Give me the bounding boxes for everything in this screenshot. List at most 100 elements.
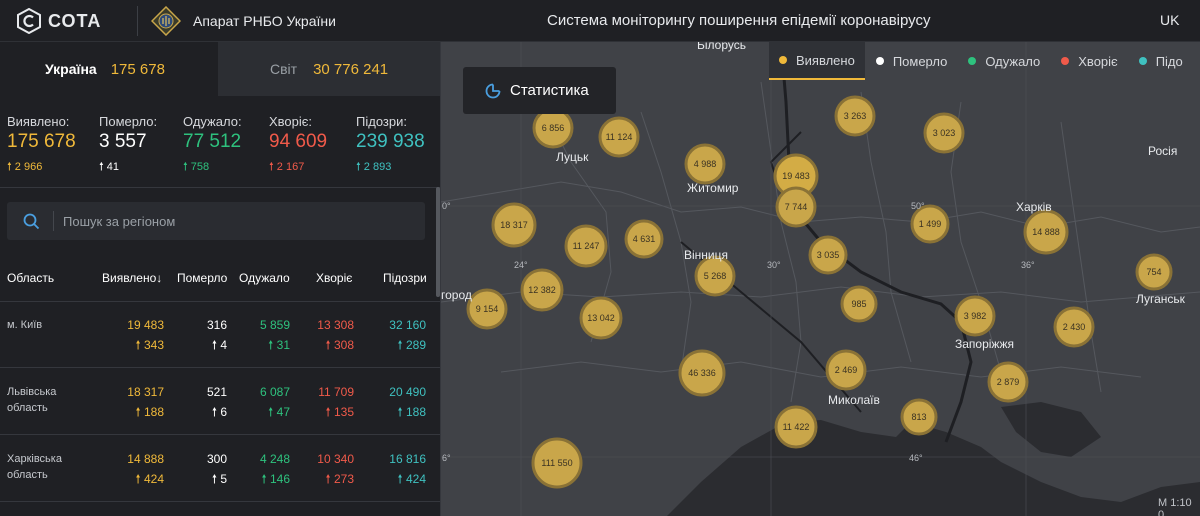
col-suspected[interactable]: Підозри: [383, 271, 427, 285]
col-recovered[interactable]: Одужало: [239, 271, 290, 285]
row-sick-delta: 🠕 135: [325, 405, 354, 419]
cluster-marker[interactable]: 11 124: [598, 116, 640, 158]
tab-ukraine-label: Україна: [45, 61, 97, 77]
cluster-count: 11 422: [783, 422, 810, 432]
cluster-marker[interactable]: 4 988: [684, 143, 726, 185]
black-sea: [661, 420, 1200, 516]
delta-value: 6: [220, 405, 227, 419]
row-sick-delta: 🠕 273: [325, 472, 354, 486]
cluster-marker[interactable]: 2 430: [1053, 306, 1095, 348]
cluster-marker[interactable]: 813: [900, 398, 938, 436]
search-input[interactable]: [63, 210, 413, 232]
search-icon: [23, 213, 40, 230]
cluster-marker[interactable]: 7 744: [775, 186, 817, 228]
col-died[interactable]: Померло: [177, 271, 228, 285]
cluster-marker[interactable]: 2 879: [987, 361, 1029, 403]
cluster-count: 985: [851, 299, 866, 309]
sort-down-icon: ↓: [156, 271, 163, 285]
header-divider: [137, 6, 138, 36]
cluster-count: 111 550: [541, 458, 572, 468]
map-scale: M 1:10 0: [1158, 497, 1192, 516]
stat-delta: 🠕 2 167: [269, 158, 327, 177]
row-recovered: 5 859: [259, 318, 290, 332]
table-header: Область Виявлено↓ Померло Одужало Хворіє…: [0, 254, 440, 302]
city-label: Росія: [1148, 144, 1178, 158]
cluster-marker[interactable]: 13 042: [579, 296, 623, 340]
cluster-marker[interactable]: 12 382: [520, 268, 564, 312]
cluster-count: 5 268: [704, 271, 727, 281]
table-row[interactable]: Львівська область 18 317 🠕 188 521 🠕 6 6…: [0, 369, 440, 435]
cluster-marker[interactable]: 5 268: [694, 255, 736, 297]
cluster-count: 18 317: [500, 220, 528, 230]
cluster-marker[interactable]: 3 035: [808, 235, 848, 275]
legend-died[interactable]: Померло: [866, 42, 958, 80]
row-sick: 13 308: [317, 318, 354, 332]
row-died: 316: [206, 318, 227, 332]
org-link[interactable]: Апарат РНБО України: [151, 6, 336, 36]
col-detected[interactable]: Виявлено↓: [102, 271, 162, 285]
stat-delta-value: 41: [106, 161, 120, 173]
cluster-count: 46 336: [688, 368, 716, 378]
cluster-count: 19 483: [782, 171, 810, 181]
cluster-marker[interactable]: 14 888: [1023, 209, 1069, 255]
cluster-marker[interactable]: 6 856: [532, 107, 574, 149]
tab-world-value: 30 776 241: [313, 60, 389, 78]
legend-detected[interactable]: Виявлено: [769, 42, 865, 80]
row-suspected-delta: 🠕 424: [397, 472, 426, 486]
delta-value: 273: [333, 472, 354, 486]
cluster-count: 3 982: [964, 311, 987, 321]
map-view[interactable]: 6 856 11 124 3 263 3 023 4 988 19 483 7 …: [441, 42, 1200, 516]
stat-value: 77 512: [183, 131, 242, 152]
tab-ukraine[interactable]: Україна 175 678: [0, 42, 218, 96]
cluster-marker[interactable]: 2 469: [825, 349, 867, 391]
delta-value: 308: [333, 338, 354, 352]
app-logo[interactable]: СОТА: [16, 7, 101, 35]
stat-delta: 🠕 2 966: [7, 158, 76, 177]
legend-dot: [875, 57, 884, 65]
legend-dot: [779, 56, 787, 64]
cluster-marker[interactable]: 11 247: [564, 224, 608, 268]
cluster-marker[interactable]: 18 317: [491, 202, 537, 248]
col-sick[interactable]: Хворіє: [316, 271, 353, 285]
row-detected-delta: 🠕 188: [135, 405, 164, 419]
legend-recovered[interactable]: Одужало: [958, 42, 1050, 80]
cluster-marker[interactable]: 9 154: [466, 288, 508, 330]
sidebar-scrollbar[interactable]: [436, 187, 440, 297]
cluster-marker[interactable]: 754: [1135, 253, 1173, 291]
cluster-count: 12 382: [528, 285, 556, 295]
stat-delta-value: 2 167: [276, 161, 305, 173]
org-name: Апарат РНБО України: [193, 13, 336, 29]
rnbo-emblem-icon: [151, 6, 181, 36]
cluster-marker[interactable]: 4 631: [624, 219, 664, 259]
col-detected-label: Виявлено: [102, 271, 157, 285]
map-canvas[interactable]: 6 856 11 124 3 263 3 023 4 988 19 483 7 …: [441, 42, 1200, 516]
cluster-marker[interactable]: 111 550: [531, 437, 583, 489]
legend-label: Одужало: [985, 53, 1041, 69]
delta-value: 343: [143, 338, 164, 352]
pie-chart-icon: [485, 83, 501, 98]
stat-label: Одужало:: [183, 114, 242, 129]
cluster-marker[interactable]: 1 499: [910, 204, 950, 244]
tab-world[interactable]: Світ 30 776 241: [218, 42, 440, 96]
legend-suspected[interactable]: Підо: [1129, 42, 1193, 80]
cluster-marker[interactable]: 3 982: [954, 295, 996, 337]
row-suspected: 32 160: [389, 318, 426, 332]
table-row[interactable]: м. Київ 19 483 🠕 343 316 🠕 4 5 859 🠕 31 …: [0, 302, 440, 368]
cluster-marker[interactable]: 3 263: [834, 95, 876, 137]
legend-label: Померло: [892, 53, 948, 69]
cluster-marker[interactable]: 46 336: [678, 349, 726, 397]
language-switch[interactable]: UK: [1160, 12, 1180, 28]
row-sick: 11 709: [318, 385, 354, 399]
col-region[interactable]: Область: [7, 271, 55, 285]
table-row[interactable]: Харківська область 14 888 🠕 424 300 🠕 5 …: [0, 436, 440, 502]
row-died: 300: [206, 452, 227, 466]
graticule-label: 36°: [1021, 260, 1035, 270]
cluster-marker[interactable]: 11 422: [774, 405, 818, 449]
cluster-marker[interactable]: 985: [840, 285, 878, 323]
legend-sick[interactable]: Хворіє: [1051, 42, 1127, 80]
statistics-button[interactable]: Статистика: [463, 67, 616, 114]
region-search[interactable]: [7, 202, 425, 240]
cluster-count: 9 154: [476, 304, 499, 314]
legend-dot: [1138, 57, 1147, 65]
cluster-marker[interactable]: 3 023: [923, 112, 965, 154]
